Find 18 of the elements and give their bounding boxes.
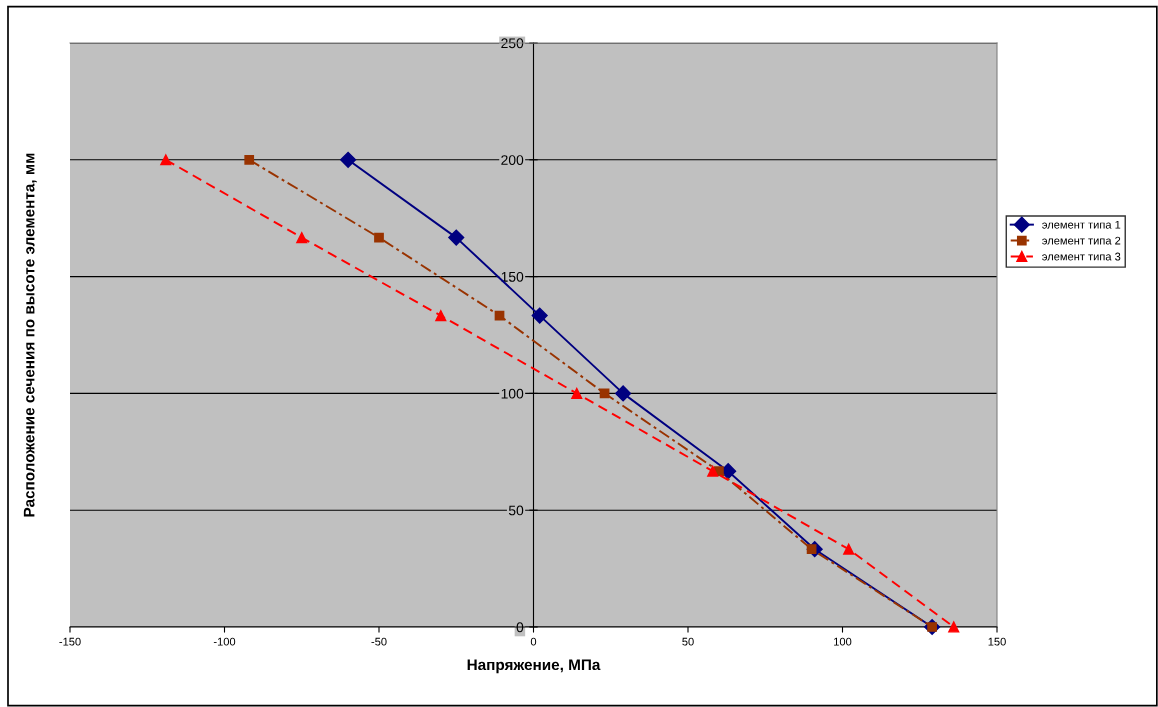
x-tick-label: -150: [59, 637, 81, 646]
legend-label: элемент типа 2: [1042, 236, 1121, 245]
y-tick-label: 250: [501, 38, 524, 49]
y-tick-label: 0: [516, 622, 524, 633]
x-axis-title: Напряжение, МПа: [467, 659, 601, 674]
legend-label: элемент типа 1: [1042, 220, 1121, 229]
y-tick-label: 50: [508, 505, 524, 516]
x-tick-label: -50: [371, 637, 387, 646]
x-tick-label: -100: [213, 637, 236, 646]
x-tick-label: 50: [682, 637, 694, 646]
legend-label: элемент типа 3: [1042, 252, 1121, 261]
y-axis-title: Расположение сечения по высоте элемента, мм: [23, 153, 37, 517]
x-tick-label: 0: [530, 637, 537, 646]
y-tick-label: 200: [501, 155, 524, 165]
y-tick-label: 100: [501, 388, 524, 399]
x-tick-label: 150: [988, 637, 1006, 646]
y-tick-label: 150: [501, 271, 524, 282]
x-tick-label: 100: [834, 637, 852, 646]
